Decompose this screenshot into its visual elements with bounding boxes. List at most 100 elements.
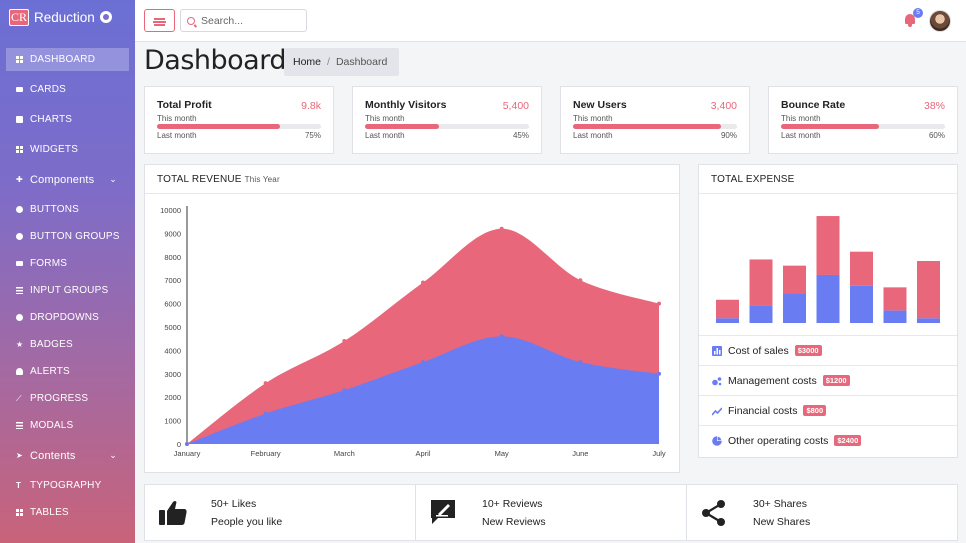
sidebar-item-label: CARDS [30, 84, 67, 95]
stat-last-label: Last month [157, 131, 197, 140]
sidebar-item-input-groups[interactable]: INPUT GROUPS [6, 279, 129, 302]
expense-item-management-costs[interactable]: Management costs $1200 [699, 365, 957, 395]
progress-bar [157, 124, 321, 129]
expense-label: Management costs [728, 374, 817, 387]
panel-header: TOTAL EXPENSE [699, 165, 957, 194]
bar-segment [816, 274, 840, 323]
social-line2: New Shares [753, 516, 811, 528]
sidebar-item-badges[interactable]: ★ BADGES [6, 333, 129, 356]
sidebar-item-alerts[interactable]: ALERTS [6, 360, 129, 383]
stat-title: Monthly Visitors [365, 99, 447, 111]
x-tick-label: June [572, 449, 588, 458]
x-tick-label: February [251, 449, 281, 458]
menu-line [153, 21, 166, 23]
panel-title: TOTAL EXPENSE [711, 173, 795, 185]
y-tick-label: 0 [177, 440, 181, 449]
sidebar-item-label: Components [30, 173, 95, 186]
breadcrumb-home[interactable]: Home [293, 56, 322, 68]
sidebar-item-button-groups[interactable]: BUTTON GROUPS [6, 225, 129, 248]
bar-segment [783, 293, 806, 323]
sidebar-item-charts[interactable]: CHARTS [6, 108, 129, 131]
bar-segment [716, 318, 739, 323]
breadcrumb: Home / Dashboard [284, 48, 399, 76]
expense-item-other-operating-costs[interactable]: Other operating costs $2400 [699, 425, 957, 455]
sidebar-item-dashboard[interactable]: DASHBOARD [6, 48, 129, 71]
card-icon [16, 87, 23, 92]
sidebar-item-cards[interactable]: CARDS [6, 78, 129, 101]
stat-title: Bounce Rate [781, 99, 846, 111]
y-tick-label: 5000 [164, 323, 181, 332]
list-icon [16, 287, 23, 294]
social-line2: People you like [211, 516, 283, 528]
bar-segment [917, 261, 940, 319]
sidebar-item-label: FORMS [30, 258, 68, 269]
panel-header: TOTAL REVENUE This Year [145, 165, 679, 194]
stat-card-monthly-visitors: Monthly Visitors 5,400 This month Last m… [352, 86, 542, 154]
progress-fill [365, 124, 439, 129]
sidebar-item-tables[interactable]: TABLES [6, 501, 129, 524]
sidebar-item-buttons[interactable]: BUTTONS [6, 198, 129, 221]
sidebar-item-forms[interactable]: FORMS [6, 252, 129, 275]
expense-item-cost-of-sales[interactable]: Cost of sales $3000 [699, 335, 957, 365]
alert-bell-icon [16, 368, 23, 375]
brand[interactable]: CR Reduction [0, 0, 135, 34]
bar-chart-icon [712, 345, 722, 356]
x-tick-label: April [415, 449, 430, 458]
progress-bar [781, 124, 945, 129]
data-point [499, 334, 504, 339]
bell-icon[interactable] [903, 12, 917, 28]
sidebar-item-label: ALERTS [30, 366, 70, 377]
bar-segment [749, 305, 773, 323]
progress-icon: ⟋ [16, 394, 22, 403]
expense-item-financial-costs[interactable]: Financial costs $800 [699, 395, 957, 425]
social-line1: 50+ Likes [211, 498, 257, 510]
bell-body [905, 14, 915, 24]
expense-label: Other operating costs [728, 434, 829, 447]
widgets-icon [16, 146, 23, 153]
data-point [421, 360, 425, 365]
search-box[interactable] [180, 9, 307, 32]
sidebar-item-modals[interactable]: MODALS [6, 414, 129, 437]
search-input[interactable] [201, 14, 301, 27]
chevron-down-icon: ⌄ [109, 174, 117, 184]
y-tick-label: 4000 [164, 346, 181, 355]
data-point [499, 226, 504, 231]
chart-icon [16, 116, 23, 123]
sidebar-item-label: TYPOGRAPHY [30, 480, 102, 491]
avatar[interactable] [929, 10, 951, 32]
stat-value: 3,400 [710, 100, 737, 112]
bar-segment [883, 310, 907, 323]
sidebar-item-contents[interactable]: ➤ Contents ⌄ [6, 444, 129, 467]
expense-amount-badge: $3000 [794, 345, 822, 356]
sidebar-item-widgets[interactable]: WIDGETS [6, 138, 129, 161]
menu-toggle-button[interactable] [144, 9, 175, 32]
stat-card-new-users: New Users 3,400 This month Last month 90% [560, 86, 750, 154]
sidebar-item-dropdowns[interactable]: DROPDOWNS [6, 306, 129, 329]
data-point [578, 360, 583, 365]
y-tick-label: 6000 [164, 300, 181, 309]
button-groups-icon [16, 233, 23, 240]
stat-value: 38% [923, 100, 945, 112]
form-icon [16, 261, 23, 266]
bar-segment [816, 216, 840, 275]
social-card-shares: 30+ Shares New Shares [686, 484, 958, 541]
social-card-reviews: 10+ Reviews New Reviews [415, 484, 687, 541]
share-icon [702, 500, 725, 526]
search-icon [187, 16, 195, 25]
stat-last-label: Last month [573, 131, 613, 140]
github-icon[interactable] [99, 11, 112, 23]
sidebar: CR Reduction DASHBOARD CARDS CHARTS WIDG… [0, 0, 135, 543]
sidebar-item-components[interactable]: ✚ Components ⌄ [6, 168, 129, 191]
bar-segment [883, 287, 907, 311]
sidebar-item-typography[interactable]: T TYPOGRAPHY [6, 474, 129, 497]
bar-segment [716, 299, 739, 319]
stat-subtitle: This month [365, 114, 405, 123]
data-point [263, 381, 268, 386]
y-tick-label: 1000 [164, 417, 181, 426]
progress-fill [781, 124, 880, 129]
chevron-down-icon: ⌄ [109, 450, 117, 460]
sidebar-item-label: CHARTS [30, 114, 73, 125]
stat-percent: 60% [928, 131, 945, 140]
sidebar-item-progress[interactable]: ⟋ PROGRESS [6, 387, 129, 410]
stat-title: New Users [573, 99, 627, 111]
